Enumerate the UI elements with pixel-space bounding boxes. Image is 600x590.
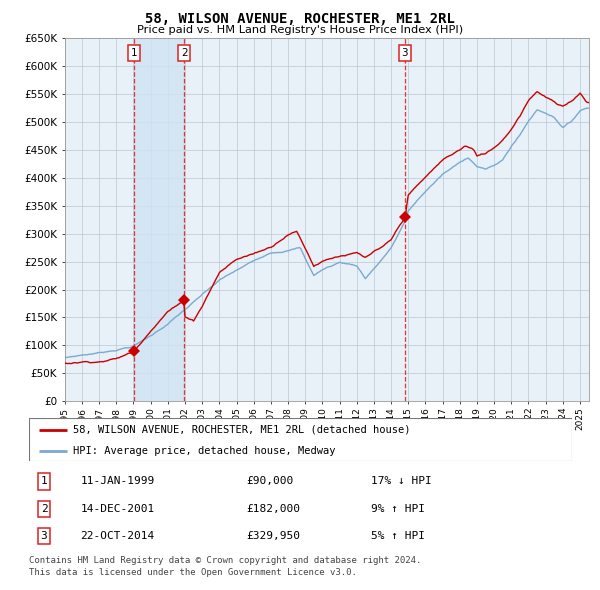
Text: £182,000: £182,000 [246,504,300,514]
Bar [134,38,184,401]
Text: 3: 3 [401,48,408,58]
Text: 5% ↑ HPI: 5% ↑ HPI [371,531,425,541]
Text: 2: 2 [181,48,187,58]
Text: Contains HM Land Registry data © Crown copyright and database right 2024.: Contains HM Land Registry data © Crown c… [29,556,421,565]
Text: 17% ↓ HPI: 17% ↓ HPI [371,477,431,487]
Text: 58, WILSON AVENUE, ROCHESTER, ME1 2RL: 58, WILSON AVENUE, ROCHESTER, ME1 2RL [145,12,455,26]
Text: 58, WILSON AVENUE, ROCHESTER, ME1 2RL (detached house): 58, WILSON AVENUE, ROCHESTER, ME1 2RL (d… [73,425,411,435]
Text: 11-JAN-1999: 11-JAN-1999 [80,477,155,487]
Text: £329,950: £329,950 [246,531,300,541]
Text: HPI: Average price, detached house, Medway: HPI: Average price, detached house, Medw… [73,445,336,455]
Text: 1: 1 [41,477,47,487]
Text: £90,000: £90,000 [246,477,293,487]
Text: 9% ↑ HPI: 9% ↑ HPI [371,504,425,514]
Text: Price paid vs. HM Land Registry's House Price Index (HPI): Price paid vs. HM Land Registry's House … [137,25,463,35]
FancyBboxPatch shape [29,418,572,461]
Text: 22-OCT-2014: 22-OCT-2014 [80,531,155,541]
Text: 14-DEC-2001: 14-DEC-2001 [80,504,155,514]
Text: 3: 3 [41,531,47,541]
Text: This data is licensed under the Open Government Licence v3.0.: This data is licensed under the Open Gov… [29,568,356,576]
Text: 2: 2 [41,504,47,514]
Text: 1: 1 [131,48,137,58]
